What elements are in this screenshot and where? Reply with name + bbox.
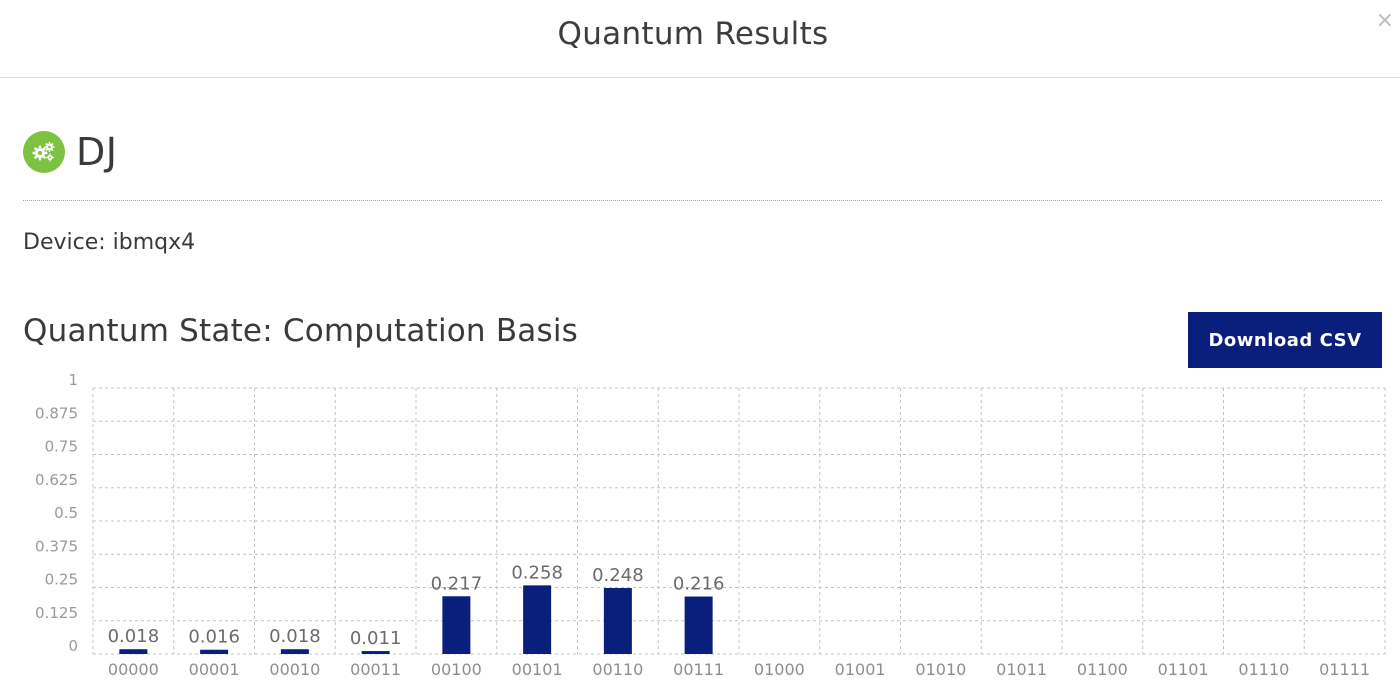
- bar-value-label: 0.018: [108, 626, 160, 647]
- x-tick-label: 01110: [1238, 660, 1289, 679]
- section-title: Quantum State: Computation Basis: [23, 313, 578, 349]
- y-tick-label: 0.75: [45, 438, 78, 456]
- y-tick-label: 0.125: [35, 604, 78, 622]
- divider: [23, 200, 1382, 201]
- y-tick-label: 0.25: [45, 571, 78, 589]
- x-tick-label: 00000: [108, 660, 159, 679]
- bar: [200, 649, 229, 654]
- x-tick-label: 01101: [1158, 660, 1209, 679]
- bar-value-label: 0.248: [592, 565, 644, 586]
- bar: [442, 596, 471, 654]
- close-icon[interactable]: ×: [1375, 8, 1394, 33]
- bar-value-label: 0.016: [188, 627, 240, 648]
- bar: [684, 596, 713, 654]
- y-tick-label: 0.375: [35, 537, 78, 555]
- bar: [280, 649, 309, 654]
- x-tick-label: 01111: [1319, 660, 1370, 679]
- bar-value-label: 0.217: [431, 573, 483, 594]
- gears-icon: [23, 131, 65, 173]
- x-tick-label: 01001: [835, 660, 886, 679]
- bar-value-label: 0.011: [350, 628, 402, 649]
- y-tick-label: 0.625: [35, 471, 78, 489]
- x-tick-label: 00110: [592, 660, 643, 679]
- y-tick-label: 1: [68, 371, 78, 389]
- x-tick-label: 00111: [673, 660, 724, 679]
- x-tick-label: 01010: [915, 660, 966, 679]
- bar: [119, 649, 148, 654]
- bar-value-label: 0.018: [269, 626, 321, 647]
- x-tick-label: 00010: [269, 660, 320, 679]
- experiment-header: DJ: [23, 130, 117, 174]
- y-tick-label: 0.875: [35, 404, 78, 422]
- modal-title: Quantum Results: [557, 16, 829, 52]
- probability-bar-chart: 0 0.125 0.25 0.375 0.5 0.625 0.75 0.875 1 0.018 00…: [35, 371, 1386, 679]
- download-csv-button[interactable]: Download CSV: [1188, 312, 1382, 368]
- x-tick-label: 01011: [996, 660, 1047, 679]
- modal-header: Quantum Results ×: [0, 0, 1400, 78]
- x-tick-label: 01100: [1077, 660, 1128, 679]
- y-tick-label: 0: [68, 637, 78, 655]
- x-tick-label: 00100: [431, 660, 482, 679]
- y-tick-label: 0.5: [54, 504, 78, 522]
- bar: [361, 651, 390, 654]
- bar-value-label: 0.258: [511, 562, 563, 583]
- bar: [523, 585, 552, 654]
- x-tick-label: 01000: [754, 660, 805, 679]
- x-tick-label: 00101: [512, 660, 563, 679]
- experiment-name: DJ: [76, 130, 118, 174]
- device-label: Device: ibmqx4: [23, 230, 196, 255]
- x-tick-label: 00001: [189, 660, 240, 679]
- x-tick-label: 00011: [350, 660, 401, 679]
- bar: [603, 588, 632, 654]
- bar-value-label: 0.216: [673, 574, 725, 595]
